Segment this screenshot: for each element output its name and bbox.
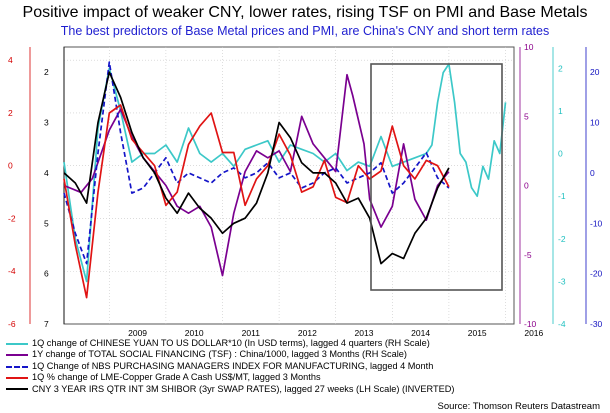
axis2-tick-label: 3 (44, 118, 49, 128)
chart-title: Positive impact of weaker CNY, lower rat… (22, 4, 588, 21)
x-tick-label: 2011 (242, 328, 261, 338)
axis1-tick-label: -2 (8, 213, 16, 223)
axis5-tick-label: -20 (590, 269, 603, 279)
axis2-tick-label: 4 (44, 168, 49, 178)
axis3-tick-label: 5 (524, 111, 529, 121)
legend-swatch (6, 342, 28, 345)
axis5-tick-label: -10 (590, 218, 603, 228)
axis2-tick-label: 5 (44, 218, 49, 228)
legend-swatch (6, 365, 28, 368)
axis5-tick-label: -30 (590, 319, 603, 329)
source-note: Source: Thomson Reuters Datastream (437, 401, 600, 412)
axis4-tick-label: 1 (558, 106, 563, 116)
series-line-3 (63, 104, 450, 299)
x-tick-label: 2014 (411, 328, 430, 338)
axis1-tick-label: 4 (8, 55, 13, 65)
axis2-tick-label: 7 (44, 319, 49, 329)
axis4-tick-label: 2 (558, 63, 563, 73)
x-tick-label: 2012 (298, 328, 317, 338)
axis1-tick-label: -6 (8, 319, 16, 329)
series-lines (63, 61, 507, 299)
series-line-4 (63, 71, 450, 265)
x-axis: 2009 2010 2011 2012 2013 2014 2015 2016 (128, 328, 543, 338)
legend-item-pmi: 1Q Change of NBS PURCHASING MANAGERS IND… (6, 361, 454, 372)
x-tick-label: 2015 (468, 328, 487, 338)
axis2-tick-label: 6 (44, 269, 49, 279)
legend-swatch (6, 376, 28, 379)
legend-swatch (6, 354, 28, 357)
legend-label: 1Y change of TOTAL SOCIAL FINANCING (TSF… (32, 349, 407, 360)
axis1-tick-label: 0 (8, 161, 13, 171)
x-tick-label: 2013 (355, 328, 374, 338)
axis1-tick-label: 2 (8, 108, 13, 118)
legend-item-copper: 1Q % change of LME-Copper Grade A Cash U… (6, 372, 454, 383)
axis5-tick-label: 20 (590, 67, 600, 77)
legend-label: CNY 3 YEAR IRS QTR INT 3M SHIBOR (3yr SW… (32, 383, 455, 394)
axis4-tick-label: -4 (558, 319, 566, 329)
legend-item-shibor: CNY 3 YEAR IRS QTR INT 3M SHIBOR (3yr SW… (6, 384, 454, 395)
highlight-box (370, 63, 503, 291)
plot-area (63, 46, 515, 325)
legend-label: 1Q change of CHINESE YUAN TO US DOLLAR*1… (32, 338, 430, 348)
axis3-tick-label: 0 (524, 181, 529, 191)
x-tick-label: 2016 (524, 328, 543, 338)
chart-subtitle: The best predictors of Base Metal prices… (60, 24, 550, 38)
axis4-tick-label: -2 (558, 234, 566, 244)
axis4-tick-label: -1 (558, 191, 566, 201)
axis4-tick-label: 0 (558, 149, 563, 159)
legend-item-tsf: 1Y change of TOTAL SOCIAL FINANCING (TSF… (6, 349, 454, 360)
legend: 1Q change of CHINESE YUAN TO US DOLLAR*1… (6, 338, 454, 395)
axis2-tick-label: 2 (44, 67, 49, 77)
axis5-tick-label: 0 (590, 168, 595, 178)
axis3-tick-label: -5 (524, 250, 532, 260)
legend-label: 1Q Change of NBS PURCHASING MANAGERS IND… (32, 360, 434, 371)
axis4-tick-label: -3 (558, 276, 566, 286)
axis3-tick-label: 10 (524, 42, 534, 52)
axis3-tick-label: -10 (524, 319, 537, 329)
legend-swatch (6, 388, 28, 391)
legend-label: 1Q % change of LME-Copper Grade A Cash U… (32, 372, 321, 383)
axis1-tick-label: -4 (8, 266, 16, 276)
legend-item-cny: 1Q change of CHINESE YUAN TO US DOLLAR*1… (6, 338, 454, 349)
x-tick-label: 2009 (128, 328, 147, 338)
axis5-tick-label: 10 (590, 118, 600, 128)
value-axes: 420-2-4-62345671050-5-10210-1-2-3-420100… (8, 42, 603, 329)
x-tick-label: 2010 (185, 328, 204, 338)
